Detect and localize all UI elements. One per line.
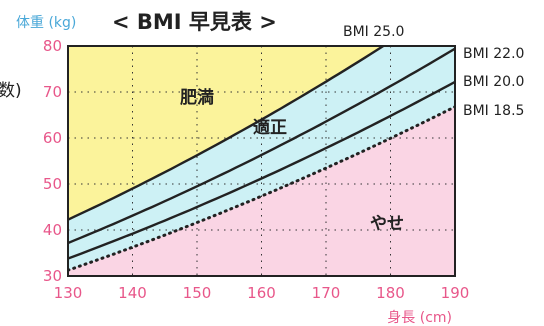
y-tick-label: 30 (43, 267, 62, 285)
y-tick-label: 50 (43, 175, 62, 193)
y-tick-label: 80 (43, 37, 62, 55)
chart-title: < BMI 早見表 > (112, 10, 277, 34)
x-tick-labels: 130 140 150 160 170 180 190 (54, 284, 470, 302)
label-normal: 適正 (253, 117, 287, 138)
x-axis-title: 身長 (cm) (387, 310, 452, 326)
label-thin: やせ (370, 214, 404, 234)
x-tick-label: 160 (247, 284, 276, 302)
y-tick-label: 60 (43, 129, 62, 147)
y-tick-labels: 30 40 50 60 70 80 (43, 37, 62, 285)
x-tick-label: 140 (118, 284, 147, 302)
x-tick-label: 150 (183, 284, 212, 302)
series-label-bmi-25: BMI 25.0 (343, 24, 404, 40)
y-tick-label: 70 (43, 83, 62, 101)
x-tick-label: 170 (312, 284, 341, 302)
series-label-bmi-20: BMI 20.0 (463, 74, 524, 90)
x-tick-label: 190 (441, 284, 470, 302)
label-obese: 肥満 (180, 87, 214, 108)
series-label-bmi-18-5: BMI 18.5 (463, 103, 524, 119)
y-tick-label: 40 (43, 221, 62, 239)
series-label-bmi-22: BMI 22.0 (463, 46, 524, 62)
y-axis-title: 体重 (kg) (16, 15, 76, 31)
x-tick-label: 130 (54, 284, 83, 302)
cut-off-label: 数) (0, 81, 22, 101)
x-tick-label: 180 (376, 284, 405, 302)
